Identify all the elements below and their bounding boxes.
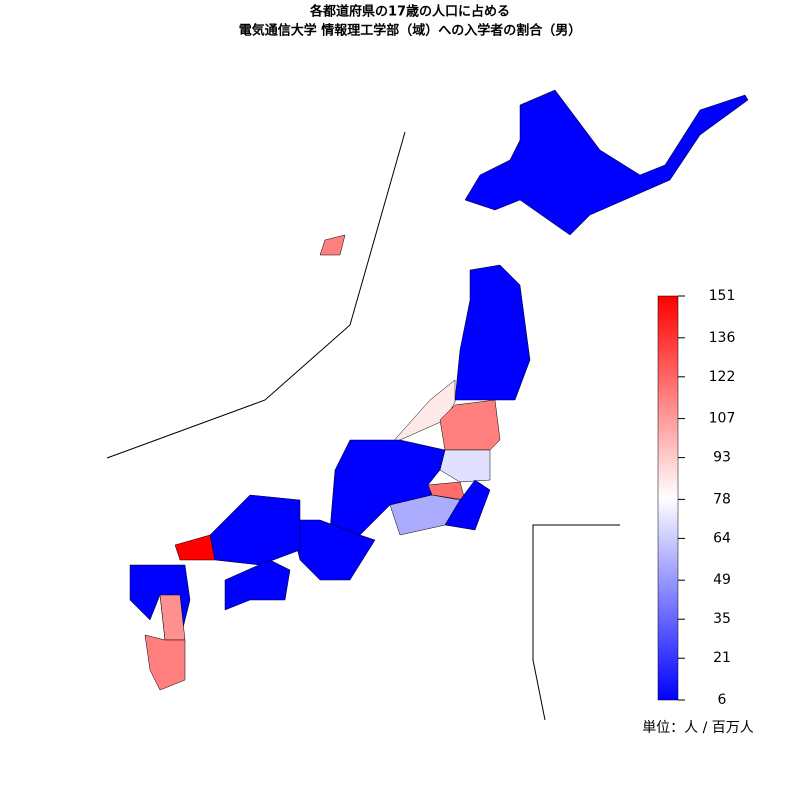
inset-border: [106, 131, 406, 459]
prefecture: [444, 479, 491, 531]
colorbar: [657, 295, 679, 701]
colorbar-tick-label: 151: [709, 288, 736, 304]
prefecture: [209, 494, 301, 566]
colorbar-ticks: 6 21 35 49 64 78 93 107 122 136 151: [678, 288, 735, 708]
colorbar-tick-label: 78: [713, 491, 731, 507]
colorbar-tick-label: 107: [709, 411, 736, 427]
prefecture: [144, 634, 186, 691]
colorbar-tick-label: 49: [713, 572, 731, 588]
unit-label: 単位：人 / 百万人: [642, 720, 754, 736]
colorbar-tick-label: 93: [713, 450, 731, 466]
colorbar-tick-label: 122: [709, 369, 736, 385]
title-line: 各都道府県の17歳の人口に占める: [309, 4, 510, 20]
colorbar-tick-label: 21: [713, 650, 731, 666]
prefecture: [174, 534, 216, 561]
colorbar-tick-label: 6: [718, 692, 727, 708]
title-line: 電気通信大学 情報理工学部（域）への入学者の割合（男）: [239, 23, 582, 39]
prefecture: [224, 559, 291, 611]
inset-border: [532, 524, 620, 721]
colorbar-tick-label: 64: [713, 530, 731, 546]
prefecture: [319, 234, 346, 256]
prefecture: [439, 449, 491, 483]
colorbar-tick-label: 35: [713, 611, 731, 627]
prefecture: [454, 264, 531, 401]
prefectures: [129, 89, 749, 691]
prefecture: [464, 89, 749, 236]
colorbar-tick-label: 136: [709, 330, 736, 346]
